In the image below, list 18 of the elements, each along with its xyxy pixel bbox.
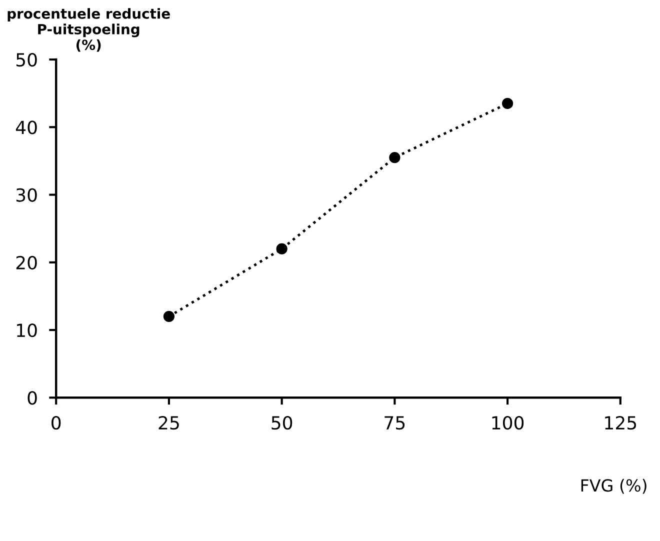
y-tick-label: 30 [16, 188, 37, 202]
x-tick-label: 0 [52, 416, 61, 430]
x-tick-label: 125 [605, 416, 636, 430]
x-axis-title: FVG (%) [581, 478, 646, 494]
point [163, 310, 175, 322]
point [389, 152, 400, 164]
point [276, 243, 288, 254]
point [502, 98, 514, 110]
y-axis-title: procentuele reductie P-uitspoeling (%) [8, 8, 170, 52]
y-tick-label: 20 [16, 256, 37, 270]
y-tick-label: 40 [16, 120, 37, 134]
x-tick-label: 75 [384, 416, 405, 430]
x-tick-label: 50 [272, 416, 292, 430]
x-tick-label: 100 [492, 416, 524, 430]
y-tick-label: 10 [17, 323, 37, 338]
x-tick-label: 25 [158, 416, 179, 430]
y-tick-label: 0 [28, 391, 37, 405]
y-tick-label: 50 [16, 52, 37, 67]
